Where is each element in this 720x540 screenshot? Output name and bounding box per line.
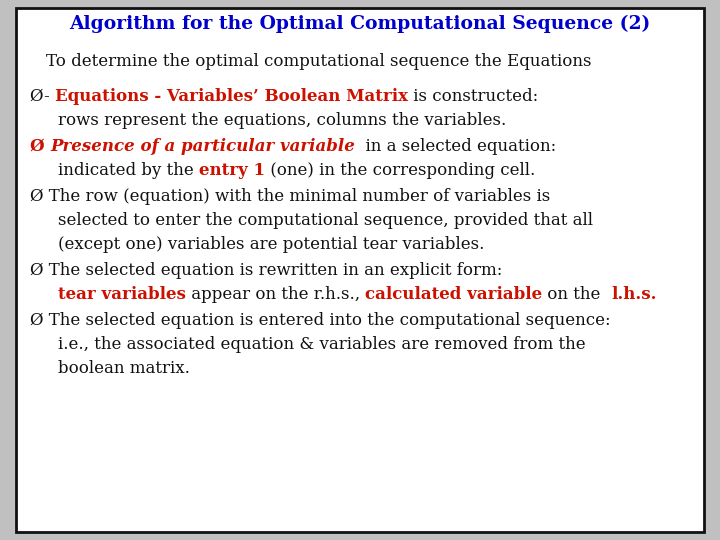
- Text: Ø-: Ø-: [30, 88, 55, 105]
- FancyBboxPatch shape: [16, 8, 704, 532]
- Text: is constructed:: is constructed:: [408, 88, 539, 105]
- Text: Equations - Variables’ Boolean Matrix: Equations - Variables’ Boolean Matrix: [55, 88, 408, 105]
- Text: (except one) variables are potential tear variables.: (except one) variables are potential tea…: [58, 236, 485, 253]
- Text: Algorithm for the Optimal Computational Sequence (2): Algorithm for the Optimal Computational …: [69, 15, 651, 33]
- Text: Ø: Ø: [30, 138, 50, 155]
- Text: selected to enter the computational sequence, provided that all: selected to enter the computational sequ…: [58, 212, 593, 229]
- Text: Ø The row (equation) with the minimal number of variables is: Ø The row (equation) with the minimal nu…: [30, 188, 550, 205]
- Text: indicated by the: indicated by the: [58, 162, 199, 179]
- Text: (one) in the corresponding cell.: (one) in the corresponding cell.: [265, 162, 535, 179]
- Text: rows represent the equations, columns the variables.: rows represent the equations, columns th…: [58, 112, 506, 129]
- Text: on the: on the: [542, 286, 611, 303]
- Text: entry 1: entry 1: [199, 162, 265, 179]
- Text: boolean matrix.: boolean matrix.: [58, 360, 190, 377]
- Text: To determine the optimal computational sequence the Equations: To determine the optimal computational s…: [46, 53, 592, 70]
- Text: Ø The selected equation is rewritten in an explicit form:: Ø The selected equation is rewritten in …: [30, 262, 503, 279]
- Text: appear on the r.h.s.,: appear on the r.h.s.,: [186, 286, 365, 303]
- Text: in a selected equation:: in a selected equation:: [355, 138, 557, 155]
- Text: tear variables: tear variables: [58, 286, 186, 303]
- Text: Presence of a particular variable: Presence of a particular variable: [50, 138, 355, 155]
- Text: l.h.s.: l.h.s.: [611, 286, 657, 303]
- Text: calculated variable: calculated variable: [365, 286, 542, 303]
- Text: Ø The selected equation is entered into the computational sequence:: Ø The selected equation is entered into …: [30, 312, 611, 329]
- Text: i.e., the associated equation & variables are removed from the: i.e., the associated equation & variable…: [58, 336, 585, 353]
